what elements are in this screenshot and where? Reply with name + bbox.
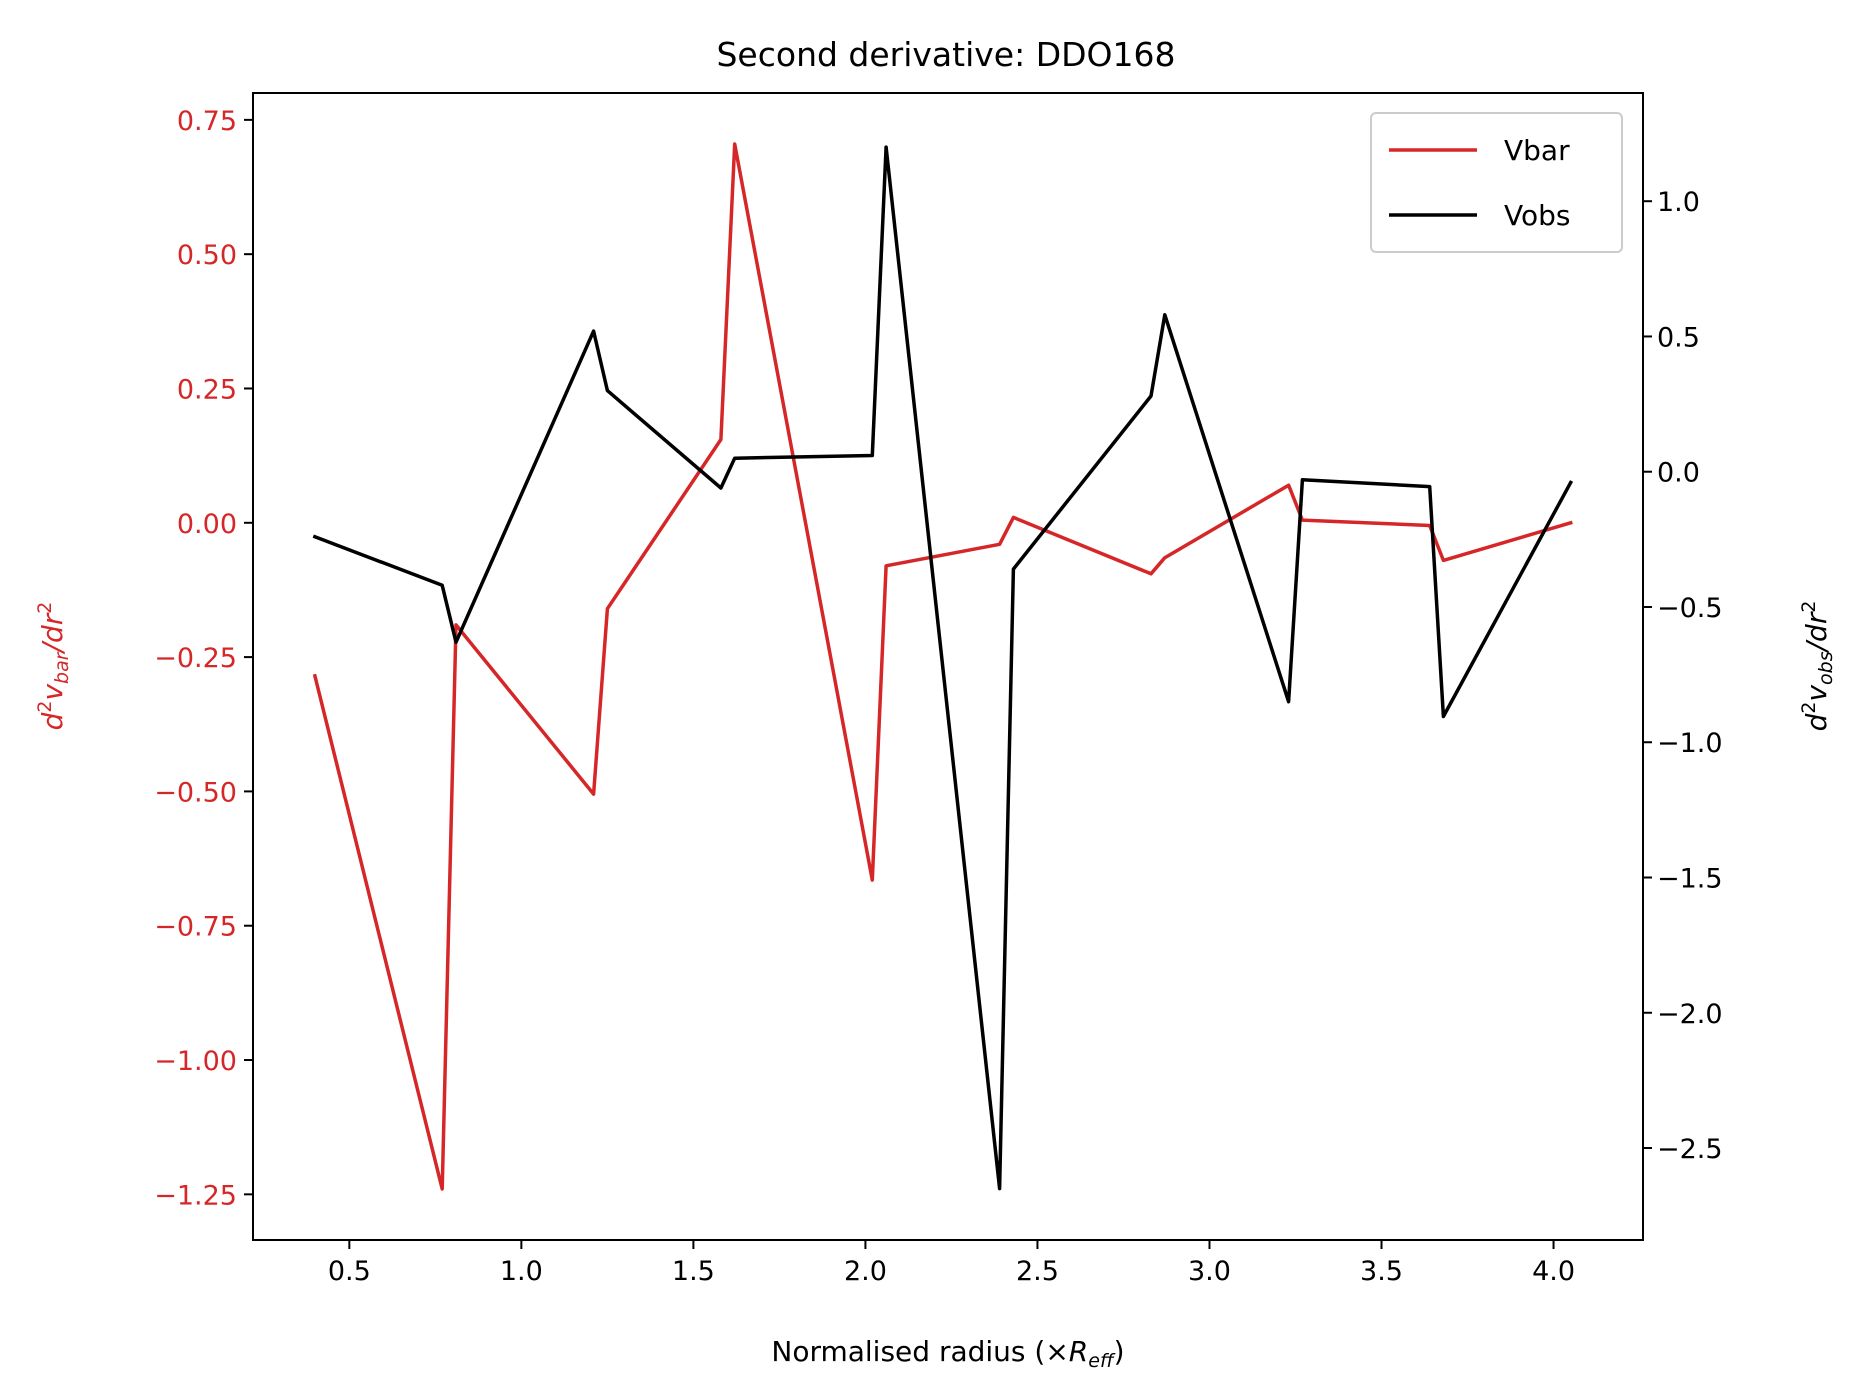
y-left-tick-label: 0.00 (177, 509, 237, 540)
y-right-tick-label: 0.0 (1657, 458, 1700, 489)
y-right-tick-label: −2.0 (1657, 999, 1723, 1030)
x-tick-label: 2.5 (1016, 1256, 1059, 1287)
y-right-tick-label: −2.5 (1657, 1134, 1723, 1165)
chart-title: Second derivative: DDO168 (716, 35, 1175, 74)
x-tick-label: 3.5 (1360, 1256, 1403, 1287)
y-axis-right: 1.0 0.5 0.0 −0.5 −1.0 −1.5 −2.0 −2.5 (1643, 187, 1723, 1165)
x-tick-label: 4.0 (1532, 1256, 1575, 1287)
x-tick-label: 3.0 (1188, 1256, 1231, 1287)
y-right-tick-label: −1.5 (1657, 864, 1723, 895)
y-right-tick-label: −1.0 (1657, 728, 1723, 759)
y-axis-label-left: d2vbar/dr2 (34, 602, 73, 731)
legend-box (1370, 112, 1623, 253)
y-left-tick-label: −0.25 (154, 643, 237, 674)
y-left-tick-label: 0.25 (177, 374, 237, 405)
series-layer (312, 142, 1574, 1191)
x-tick-label: 0.5 (328, 1256, 371, 1287)
series-line-vobs (312, 145, 1574, 1191)
y-left-tick-label: −1.00 (154, 1046, 237, 1077)
legend-label-vbar: Vbar (1504, 134, 1570, 167)
legend-label-vobs: Vobs (1504, 199, 1570, 232)
x-tick-label: 2.0 (844, 1256, 887, 1287)
x-axis-label: Normalised radius (×Reff) (771, 1335, 1124, 1372)
y-left-tick-label: −0.75 (154, 912, 237, 943)
x-axis: 0.5 1.0 1.5 2.0 2.5 3.0 3.5 4.0 (328, 1240, 1575, 1287)
y-left-tick-label: 0.50 (177, 240, 237, 271)
y-right-tick-label: 0.5 (1657, 322, 1700, 353)
y-left-tick-label: −1.25 (154, 1180, 237, 1211)
plot-frame (252, 92, 1644, 1241)
y-right-tick-label: −0.5 (1657, 593, 1723, 624)
y-axis-label-right: d2vobs/dr2 (1798, 601, 1837, 732)
y-left-tick-label: −0.50 (154, 777, 237, 808)
y-left-tick-label: 0.75 (177, 106, 237, 137)
x-tick-label: 1.0 (500, 1256, 543, 1287)
y-right-tick-label: 1.0 (1657, 187, 1700, 218)
legend: Vbar Vobs (1370, 112, 1623, 253)
series-line-vbar (312, 142, 1573, 1191)
x-tick-label: 1.5 (672, 1256, 715, 1287)
y-axis-left: 0.75 0.50 0.25 0.00 −0.25 −0.50 −0.75 −1.00 −1.2… (154, 106, 253, 1211)
